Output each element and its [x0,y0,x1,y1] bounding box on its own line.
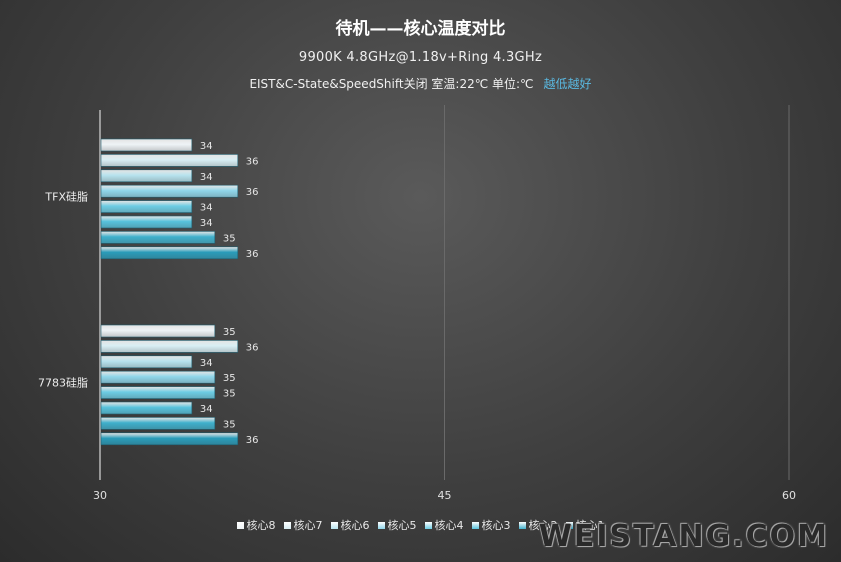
data-label: 35 [223,373,236,384]
legend-swatch [377,522,385,529]
legend-swatch [330,522,338,529]
watermark: WEISTANG.COM [538,519,829,554]
legend-label: 核心2 [528,519,558,532]
x-tick-label: 30 [93,489,107,502]
chart-title: 待机——核心温度对比 [335,19,506,39]
data-label: 35 [223,419,236,430]
chart-note: EIST&C-State&SpeedShift关闭 室温:22℃ 单位:℃ 越低越… [0,75,841,92]
legend-swatch [518,522,526,529]
bar [100,138,193,152]
data-label: 34 [200,404,213,415]
category-label: 7783硅脂 [38,376,88,390]
bar [100,355,193,369]
data-label: 34 [200,203,213,214]
legend-swatch [283,522,291,529]
data-label: 35 [223,233,236,244]
legend-swatch [424,522,432,529]
bar [100,169,193,183]
legend-item: 核心8 [236,517,276,533]
data-label: 36 [246,187,259,198]
bar [100,401,193,415]
bar [100,417,216,430]
chart-note-conditions: EIST&C-State&SpeedShift关闭 室温:22℃ 单位:℃ [249,77,534,91]
legend-item: 核心6 [330,517,370,533]
data-label: 34 [200,141,213,152]
data-label: 36 [246,435,259,446]
bar [100,215,193,229]
legend-swatch [236,522,244,529]
legend-label: 核心4 [434,519,464,532]
bar [100,184,239,198]
data-label: 34 [200,172,213,183]
data-label: 36 [246,156,259,167]
legend-item: 核心1 [565,517,605,533]
chart-note-hint: 越低越好 [543,77,592,91]
bar [100,246,239,260]
bar [100,340,239,353]
bar [100,386,216,399]
data-label: 36 [246,249,259,260]
chart-legend: 核心8 核心7 核心6 核心5 核心4 核心3 核心2 核心1 [0,517,841,533]
legend-label: 核心5 [387,519,417,532]
legend-item: 核心2 [518,517,558,533]
legend-item: 核心3 [471,517,511,533]
bar [100,231,216,244]
data-label: 35 [223,389,236,400]
legend-label: 核心6 [340,519,370,532]
chart-subtitle: 9900K 4.8GHz@1.18v+Ring 4.3GHz [298,50,543,65]
legend-swatch [471,522,479,529]
legend-label: 核心1 [575,519,605,532]
data-label: 35 [223,327,236,338]
bar [100,200,193,213]
data-label: 34 [200,358,213,369]
bar [100,154,239,167]
legend-label: 核心8 [246,519,276,532]
x-tick-label: 45 [438,489,452,502]
legend-label: 核心3 [481,519,511,532]
bar [100,324,216,338]
legend-item: 核心7 [283,517,323,533]
category-label: TFX硅脂 [44,190,88,204]
legend-item: 核心4 [424,517,464,533]
data-label: 36 [246,342,259,353]
bar [100,370,216,384]
x-tick-label: 60 [782,489,796,502]
data-label: 34 [200,218,213,229]
legend-label: 核心7 [293,519,323,532]
bar [100,432,239,446]
legend-swatch [565,522,573,529]
legend-item: 核心5 [377,517,417,533]
